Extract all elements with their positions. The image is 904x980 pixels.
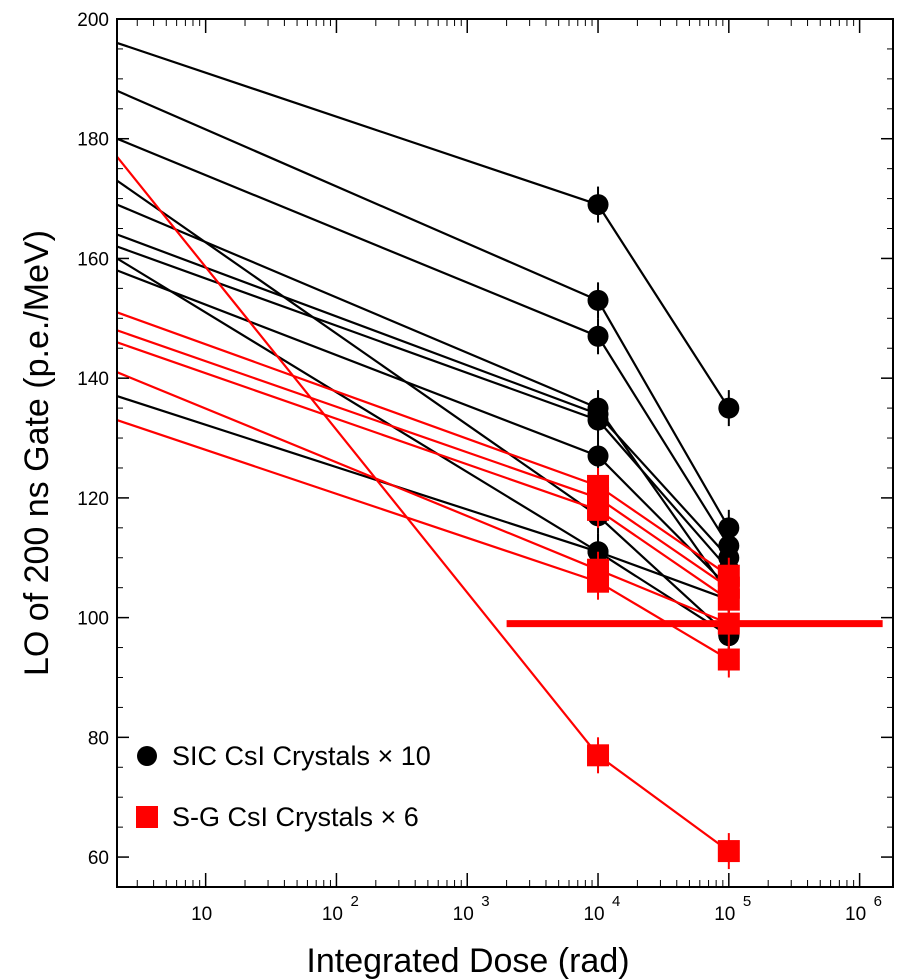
y-tick-label: 200 [77, 10, 109, 31]
data-point-sic [587, 325, 609, 347]
x-tick-exponent: 6 [874, 893, 882, 910]
data-point-s-g [587, 744, 610, 767]
y-tick-label: 120 [77, 489, 109, 510]
y-tick-label: 180 [77, 130, 109, 151]
series-line-s-g-13 [116, 341, 730, 601]
y-tick-label: 160 [77, 249, 109, 270]
data-point-s-g [717, 612, 740, 635]
x-tick-label: 10 [322, 904, 343, 925]
data-point-s-g [717, 648, 740, 671]
series-line-sic-2 [116, 137, 730, 547]
series-line-s-g-14 [116, 371, 730, 625]
x-tick-exponent: 2 [350, 893, 358, 910]
series-line-sic-8 [116, 257, 730, 601]
legend-label-sg: S-G CsI Crystals × 6 [172, 802, 419, 832]
legend-marker-square [136, 806, 158, 828]
x-axis-title: Integrated Dose (rad) [306, 942, 629, 980]
plot-frame [116, 18, 894, 888]
plot-data [116, 41, 883, 870]
x-tick-exponent: 5 [743, 893, 751, 910]
y-axis-title: LO of 200 ns Gate (p.e./MeV) [18, 230, 56, 676]
data-point-sic [718, 397, 740, 419]
data-point-s-g [717, 588, 740, 611]
series-line-sic-6 [116, 269, 730, 589]
x-tick-label: 10 [453, 904, 474, 925]
series-line-sic-0 [116, 41, 730, 409]
x-tick-exponent: 4 [612, 893, 620, 910]
series-line-sic-4 [116, 233, 730, 559]
legend-label-sic: SIC CsI Crystals × 10 [172, 741, 431, 771]
data-point-sic [587, 194, 609, 216]
y-tick-label: 60 [88, 848, 109, 869]
legend: SIC CsI Crystals × 10 S-G CsI Crystals ×… [136, 741, 431, 832]
y-tick-label: 100 [77, 609, 109, 630]
data-point-s-g [587, 498, 610, 521]
data-point-s-g [587, 570, 610, 593]
x-tick-label: 10 [191, 904, 212, 925]
data-point-sic [587, 289, 609, 311]
y-tick-label: 80 [88, 728, 109, 749]
series-line-sic-9 [116, 395, 730, 637]
data-point-sic [587, 409, 609, 431]
axes: 60 80 100 120 140 160 180 200 10 10 2 10 3 10 4 10 5 10 6 [77, 10, 893, 925]
series-line-sic-7 [116, 179, 730, 637]
series-line-sic-5 [116, 245, 730, 571]
legend-marker-circle [137, 746, 157, 766]
x-tick-label: 10 [583, 904, 604, 925]
x-tick-label: 10 [845, 904, 866, 925]
data-point-sic [587, 445, 609, 467]
x-tick-label: 10 [714, 904, 735, 925]
x-tick-exponent: 3 [481, 893, 489, 910]
y-tick-label: 140 [77, 369, 109, 390]
data-point-s-g [717, 840, 740, 863]
